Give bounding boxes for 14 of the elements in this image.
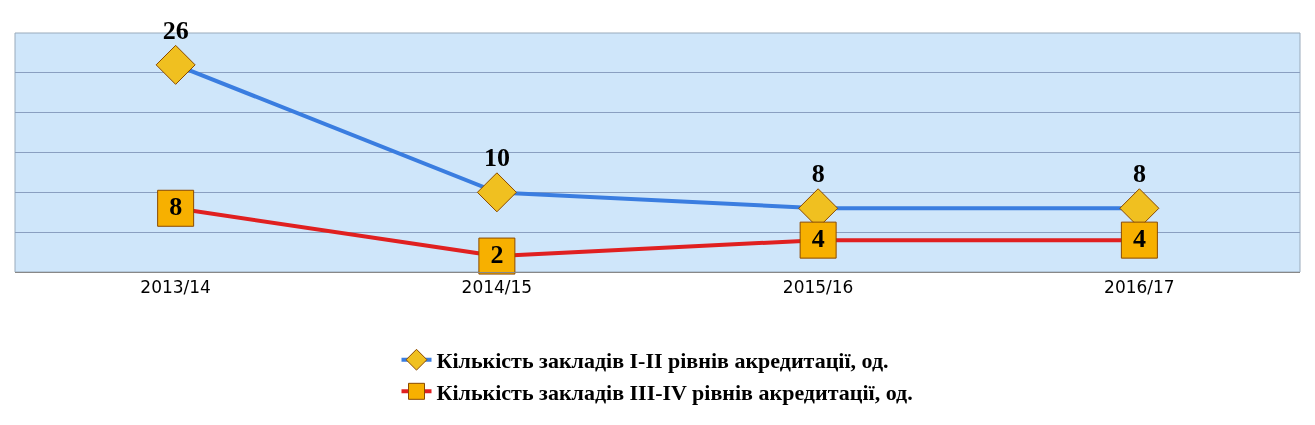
- x-tick-label: 2015/16: [782, 277, 854, 298]
- data-label: 26: [162, 15, 189, 45]
- x-tick-label: 2013/14: [140, 277, 211, 298]
- data-label: 2: [490, 239, 504, 269]
- legend-label: Кількість закладів I-II рівнів акредитації, од.: [436, 348, 889, 374]
- data-label: 10: [483, 143, 510, 173]
- data-label: 8: [1132, 159, 1146, 189]
- data-label: 4: [811, 223, 825, 253]
- data-label: 8: [169, 191, 183, 221]
- legend-label: Кількість закладів III-IV рівнів акредитації, од.: [436, 379, 913, 405]
- data-label: 4: [1132, 223, 1146, 253]
- data-label: 8: [811, 159, 825, 189]
- x-tick-label: 2014/15: [461, 277, 533, 298]
- x-tick-label: 2016/17: [1104, 277, 1175, 298]
